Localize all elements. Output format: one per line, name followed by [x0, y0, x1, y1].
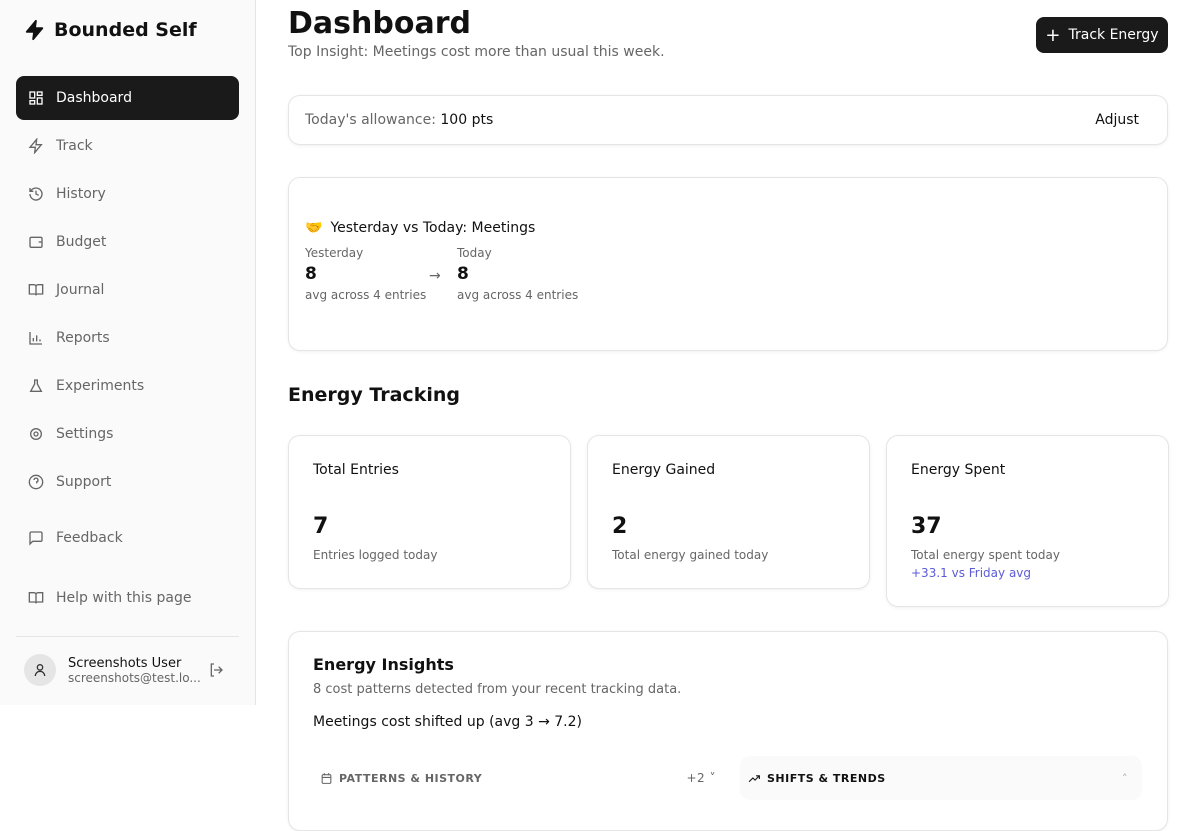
top-insight: Top Insight: Meetings cost more than usu…	[288, 44, 665, 60]
stat-note: Entries logged today	[313, 548, 437, 562]
stat-delta: +33.1 vs Friday avg	[911, 566, 1031, 580]
sidebar-item-label: Track	[56, 138, 93, 154]
dashboard-icon	[28, 90, 44, 106]
stat-card: Total Entries 7 Entries logged today	[288, 435, 571, 589]
yesterday-label: Yesterday	[305, 246, 426, 260]
sidebar-item-help[interactable]: Help with this page	[16, 576, 239, 620]
sidebar-item-track[interactable]: Track	[16, 124, 239, 168]
stat-card: Energy Spent 37 Total energy spent today…	[886, 435, 1169, 607]
today-value: 8	[457, 264, 578, 284]
tab-shifts-trends[interactable]: SHIFTS & TRENDS ˄	[740, 756, 1142, 800]
insights-title: Energy Insights	[313, 655, 454, 674]
page-title: Dashboard	[288, 6, 471, 41]
user-name: Screenshots User	[68, 656, 201, 671]
chevron-up-icon: ˄	[1122, 772, 1128, 785]
history-icon	[28, 186, 44, 202]
sidebar-item-label: Feedback	[56, 530, 123, 546]
tab-label: SHIFTS & TRENDS	[767, 772, 886, 785]
sidebar-item-reports[interactable]: Reports	[16, 316, 239, 360]
book-icon	[28, 590, 44, 606]
handshake-icon: 🤝	[305, 220, 322, 236]
adjust-button[interactable]: Adjust	[1083, 106, 1151, 134]
comparison-card: 🤝Yesterday vs Today: Meetings Yesterday …	[288, 177, 1168, 351]
sidebar-item-label: Journal	[56, 282, 104, 298]
nav-secondary: Feedback Help with this page	[16, 516, 239, 624]
sidebar-item-experiments[interactable]: Experiments	[16, 364, 239, 408]
comparison-title: Yesterday vs Today: Meetings	[330, 220, 535, 236]
stat-card: Energy Gained 2 Total energy gained toda…	[587, 435, 870, 589]
sidebar-item-budget[interactable]: Budget	[16, 220, 239, 264]
stat-value: 2	[612, 514, 627, 539]
tab-badge: +2 ˅	[686, 771, 716, 785]
sidebar-item-history[interactable]: History	[16, 172, 239, 216]
stat-note: Total energy spent today	[911, 548, 1060, 562]
yesterday-note: avg across 4 entries	[305, 288, 426, 302]
user-profile[interactable]: Screenshots Userscreenshots@test.lo...	[24, 654, 201, 686]
zap-logo-icon	[24, 18, 46, 42]
allowance-label: Today's allowance:	[305, 112, 436, 128]
book-icon	[28, 282, 44, 298]
flask-icon	[28, 378, 44, 394]
trending-up-icon	[748, 772, 761, 785]
stat-value: 37	[911, 514, 942, 539]
sidebar-item-label: Settings	[56, 426, 113, 442]
nav: Dashboard Track History Budget Journal Report…	[16, 76, 239, 508]
insights-subtitle: 8 cost patterns detected from your recen…	[313, 682, 681, 697]
sidebar-item-label: Help with this page	[56, 590, 191, 606]
energy-tracking-heading: Energy Tracking	[288, 384, 460, 406]
sidebar-item-support[interactable]: Support	[16, 460, 239, 504]
allowance-value: 100 pts	[440, 112, 493, 128]
today-note: avg across 4 entries	[457, 288, 578, 302]
plus-icon: +	[1045, 25, 1060, 46]
sidebar-item-label: Dashboard	[56, 90, 132, 106]
tab-label: PATTERNS & HISTORY	[339, 772, 482, 785]
tab-patterns-history[interactable]: PATTERNS & HISTORY +2 ˅	[312, 756, 732, 800]
sidebar-item-label: Budget	[56, 234, 106, 250]
sidebar-item-feedback[interactable]: Feedback	[16, 516, 239, 560]
avatar	[24, 654, 56, 686]
chart-icon	[28, 330, 44, 346]
sidebar-item-journal[interactable]: Journal	[16, 268, 239, 312]
sidebar: Bounded Self Dashboard Track History Budget…	[0, 0, 256, 705]
yesterday-value: 8	[305, 264, 426, 284]
stat-title: Energy Spent	[911, 462, 1005, 478]
stat-title: Energy Gained	[612, 462, 715, 478]
message-icon	[28, 530, 44, 546]
allowance-card: Today's allowance: 100 pts Adjust	[288, 95, 1168, 145]
brand[interactable]: Bounded Self	[24, 18, 197, 42]
insight-tabs: PATTERNS & HISTORY +2 ˅ SHIFTS & TRENDS …	[312, 756, 1144, 800]
gear-icon	[28, 426, 44, 442]
divider	[16, 636, 239, 637]
brand-name: Bounded Self	[54, 19, 197, 41]
stat-note: Total energy gained today	[612, 548, 768, 562]
sidebar-item-dashboard[interactable]: Dashboard	[16, 76, 239, 120]
today-label: Today	[457, 246, 578, 260]
zap-icon	[28, 138, 44, 154]
button-label: Track Energy	[1068, 27, 1158, 43]
sidebar-item-label: Experiments	[56, 378, 144, 394]
stat-title: Total Entries	[313, 462, 399, 478]
logout-icon[interactable]	[208, 662, 224, 678]
sidebar-item-label: History	[56, 186, 106, 202]
energy-insights-card: Energy Insights 8 cost patterns detected…	[288, 631, 1168, 831]
calendar-icon	[320, 772, 333, 785]
insights-headline: Meetings cost shifted up (avg 3 → 7.2)	[313, 714, 582, 730]
sidebar-item-settings[interactable]: Settings	[16, 412, 239, 456]
stat-value: 7	[313, 514, 328, 539]
sidebar-item-label: Support	[56, 474, 111, 490]
help-icon	[28, 474, 44, 490]
sidebar-item-label: Reports	[56, 330, 110, 346]
user-email: screenshots@test.lo...	[68, 671, 201, 685]
track-energy-button[interactable]: + Track Energy	[1036, 17, 1168, 53]
arrow-right-icon: →	[429, 268, 441, 284]
wallet-icon	[28, 234, 44, 250]
user-icon	[32, 662, 48, 678]
